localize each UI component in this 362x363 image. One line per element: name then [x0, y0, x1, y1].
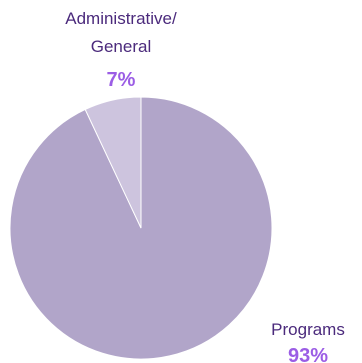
slice-label-administrative-line-2: General — [91, 37, 151, 56]
slice-percent-programs: 93% — [288, 345, 328, 363]
pie-slices — [9, 96, 273, 360]
slice-label-programs: Programs — [271, 320, 345, 339]
slice-label-administrative-line-1: Administrative/ — [65, 9, 177, 28]
slice-percent-administrative: 7% — [107, 69, 136, 91]
pie-slice-administrative — [84, 96, 142, 229]
